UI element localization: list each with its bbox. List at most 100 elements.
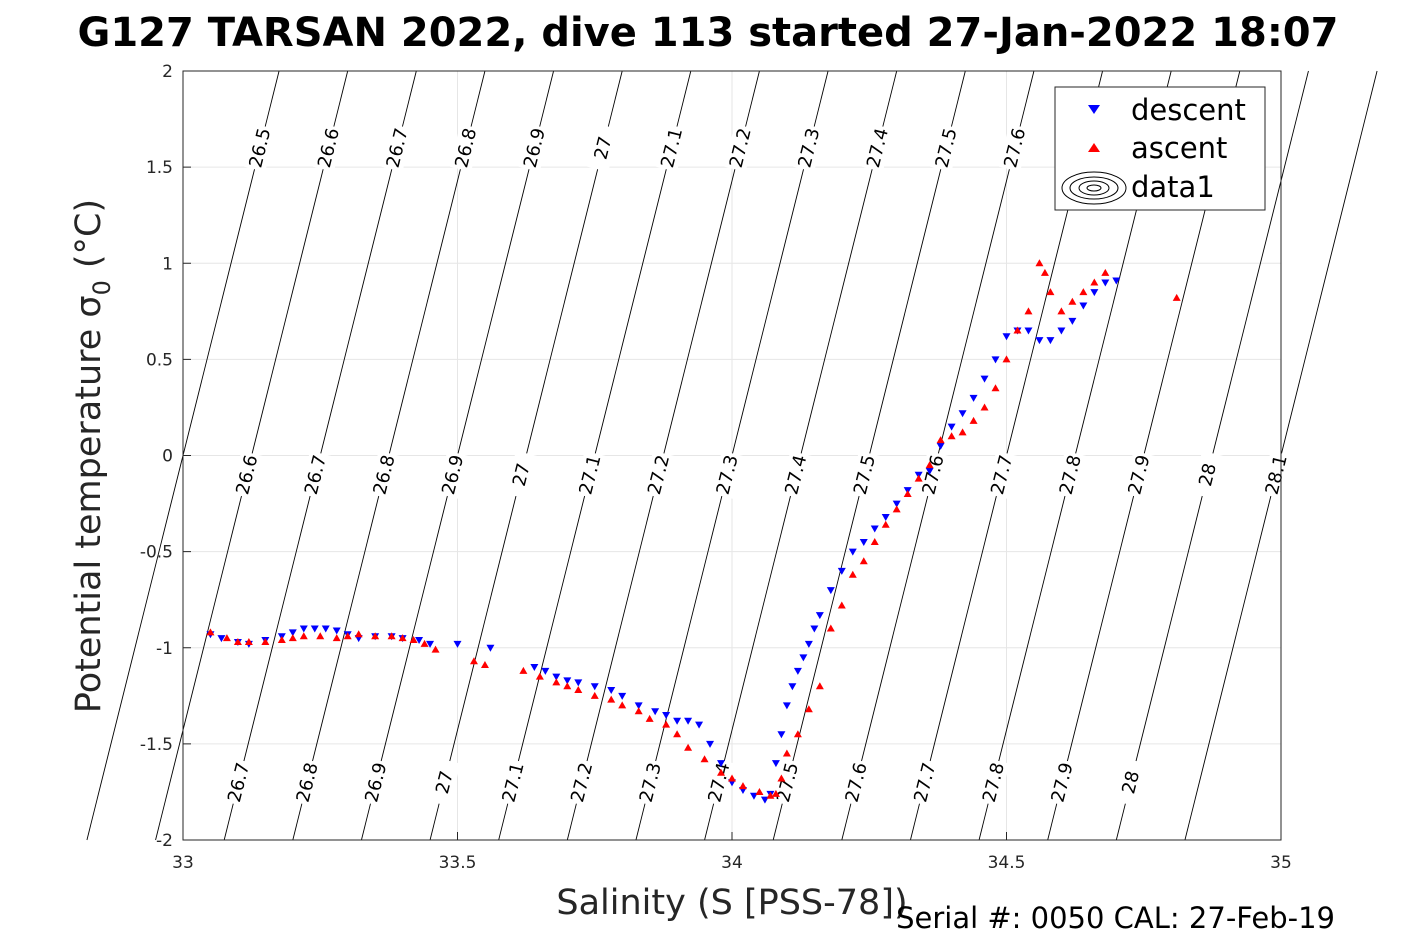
descent-point-71 <box>1057 327 1066 335</box>
y-tick-label-4: 0 <box>162 447 173 467</box>
descent-point-42 <box>777 731 786 739</box>
ascent-point-21 <box>535 672 544 680</box>
ascent-point-16 <box>420 639 429 647</box>
contour-label-bg <box>985 450 1018 499</box>
y-axis-ticks: -2 -1.5 -1 -0.5 0 0.5 1 1.5 2 <box>140 62 191 851</box>
ascent-point-33 <box>700 755 709 763</box>
y-tick-label-2: -1 <box>156 639 173 659</box>
descent-point-44 <box>788 683 797 691</box>
descent-point-21 <box>541 667 550 675</box>
ascent-point-5 <box>277 636 286 644</box>
legend-marker-descent <box>1088 105 1100 114</box>
contour-label-group-0-5: 27 <box>586 123 619 172</box>
ascent-point-28 <box>634 707 643 715</box>
ascent-point-35 <box>728 774 736 782</box>
ascent-point-64 <box>1035 259 1044 267</box>
contour-label-bg <box>1046 758 1079 807</box>
contour-label-bg <box>518 123 551 172</box>
ascent-point-51 <box>892 505 901 513</box>
ascent-point-65 <box>1040 268 1049 276</box>
descent-point-30 <box>662 712 671 720</box>
ascent-point-47 <box>848 570 857 578</box>
contour-label-group-1-4: 26.9 <box>436 450 469 499</box>
contour-label-bg <box>381 123 414 172</box>
legend-marker-ascent <box>1088 143 1100 152</box>
descent-point-61 <box>947 423 956 431</box>
ascent-point-62 <box>1013 326 1022 334</box>
descent-point-31 <box>673 717 682 725</box>
descent-point-54 <box>870 525 879 533</box>
descent-point-25 <box>590 683 599 691</box>
descent-point-1 <box>217 635 226 643</box>
x-tick-label-2: 34 <box>721 853 743 873</box>
ascent-point-50 <box>881 520 890 528</box>
ascent-point-11 <box>354 630 363 638</box>
descent-point-47 <box>804 640 813 648</box>
contour-label-bg <box>1114 758 1147 807</box>
contour-label-bg <box>565 758 598 807</box>
descent-point-22 <box>552 673 561 681</box>
ascent-point-19 <box>480 661 489 669</box>
ascent-point-4 <box>261 637 270 645</box>
contour-label-bg <box>312 123 345 172</box>
descent-point-19 <box>486 644 495 652</box>
descent-point-74 <box>1090 289 1099 297</box>
descent-point-59 <box>925 467 934 475</box>
serial-cal-footer: Serial #: 0050 CAL: 27-Feb-19 <box>896 901 1335 935</box>
y-axis-label-symbol: σ <box>69 295 109 317</box>
contour-label-bg <box>998 123 1031 172</box>
y-tick-label-0: -2 <box>156 831 173 851</box>
descent-point-64 <box>980 375 989 383</box>
contour-label-bg <box>1122 450 1155 499</box>
ascent-point-2 <box>233 637 242 645</box>
ascent-point-43 <box>804 705 813 713</box>
ascent-point-44 <box>815 682 824 690</box>
descent-point-46 <box>799 654 808 662</box>
ascent-point-25 <box>590 691 599 699</box>
descent-point-65 <box>991 356 1000 364</box>
legend-marker-data1 <box>1061 171 1127 205</box>
y-axis-label-text: Potential temperature <box>69 329 109 713</box>
ascent-point-56 <box>947 432 956 440</box>
x-tick-label-4: 35 <box>1270 853 1292 873</box>
x-axis-label: Salinity (S [PSS-78]) <box>556 883 907 923</box>
ascent-point-17 <box>431 645 440 653</box>
ascent-point-52 <box>903 489 912 497</box>
ascent-point-8 <box>316 632 325 640</box>
descent-point-66 <box>1002 333 1011 341</box>
ascent-point-36 <box>738 782 747 790</box>
descent-point-16 <box>415 637 424 645</box>
y-axis-label-subscript: 0 <box>88 280 116 295</box>
descent-point-75 <box>1101 279 1110 287</box>
ascent-point-55 <box>936 436 945 444</box>
descent-point-32 <box>684 717 693 725</box>
ascent-point-68 <box>1068 297 1077 305</box>
descent-point-73 <box>1079 302 1088 310</box>
descent-point-60 <box>936 442 945 450</box>
ascent-point-49 <box>870 538 879 546</box>
ascent-point-48 <box>859 557 868 565</box>
y-tick-label-1: -1.5 <box>140 735 173 755</box>
ascent-point-54 <box>925 461 934 469</box>
ascent-point-58 <box>969 416 978 424</box>
y-axis-label: Potential temperature σ0 (°C) <box>69 199 116 713</box>
descent-point-63 <box>969 394 978 402</box>
ascent-point-70 <box>1090 278 1099 286</box>
chart-title: G127 TARSAN 2022, dive 113 started 27-Ja… <box>78 10 1339 56</box>
descent-point-72 <box>1068 317 1077 325</box>
contour-label-bg <box>291 758 324 807</box>
contour-label-bg <box>642 450 675 499</box>
contour-label-bg <box>449 123 482 172</box>
descent-point-52 <box>848 548 857 556</box>
ascent-point-41 <box>782 749 791 757</box>
ascent-point-14 <box>398 634 407 642</box>
descent-point-35 <box>717 760 726 768</box>
data-points <box>206 259 1181 804</box>
descent-point-27 <box>618 692 627 700</box>
y-tick-label-6: 1 <box>162 254 173 274</box>
descent-point-68 <box>1024 327 1033 335</box>
ascent-point-18 <box>469 657 478 665</box>
y-axis-label-unit: (°C) <box>69 199 109 268</box>
descent-point-50 <box>826 587 835 595</box>
ascent-point-1 <box>222 634 231 642</box>
